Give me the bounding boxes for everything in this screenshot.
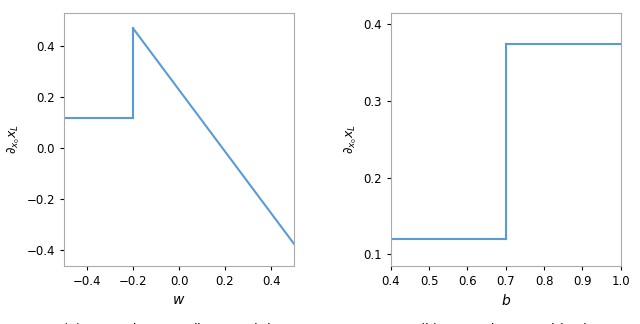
- X-axis label: $b$: $b$: [500, 293, 511, 308]
- X-axis label: $w$: $w$: [172, 293, 186, 307]
- Y-axis label: $\partial_{x_0} x_L$: $\partial_{x_0} x_L$: [6, 124, 22, 154]
- Text: (b) Dependence on bias $b$: (b) Dependence on bias $b$: [419, 321, 592, 324]
- Text: (a) Dependence on linear weight $w$: (a) Dependence on linear weight $w$: [61, 321, 296, 324]
- Y-axis label: $\partial_{x_0} x_L$: $\partial_{x_0} x_L$: [342, 124, 359, 154]
